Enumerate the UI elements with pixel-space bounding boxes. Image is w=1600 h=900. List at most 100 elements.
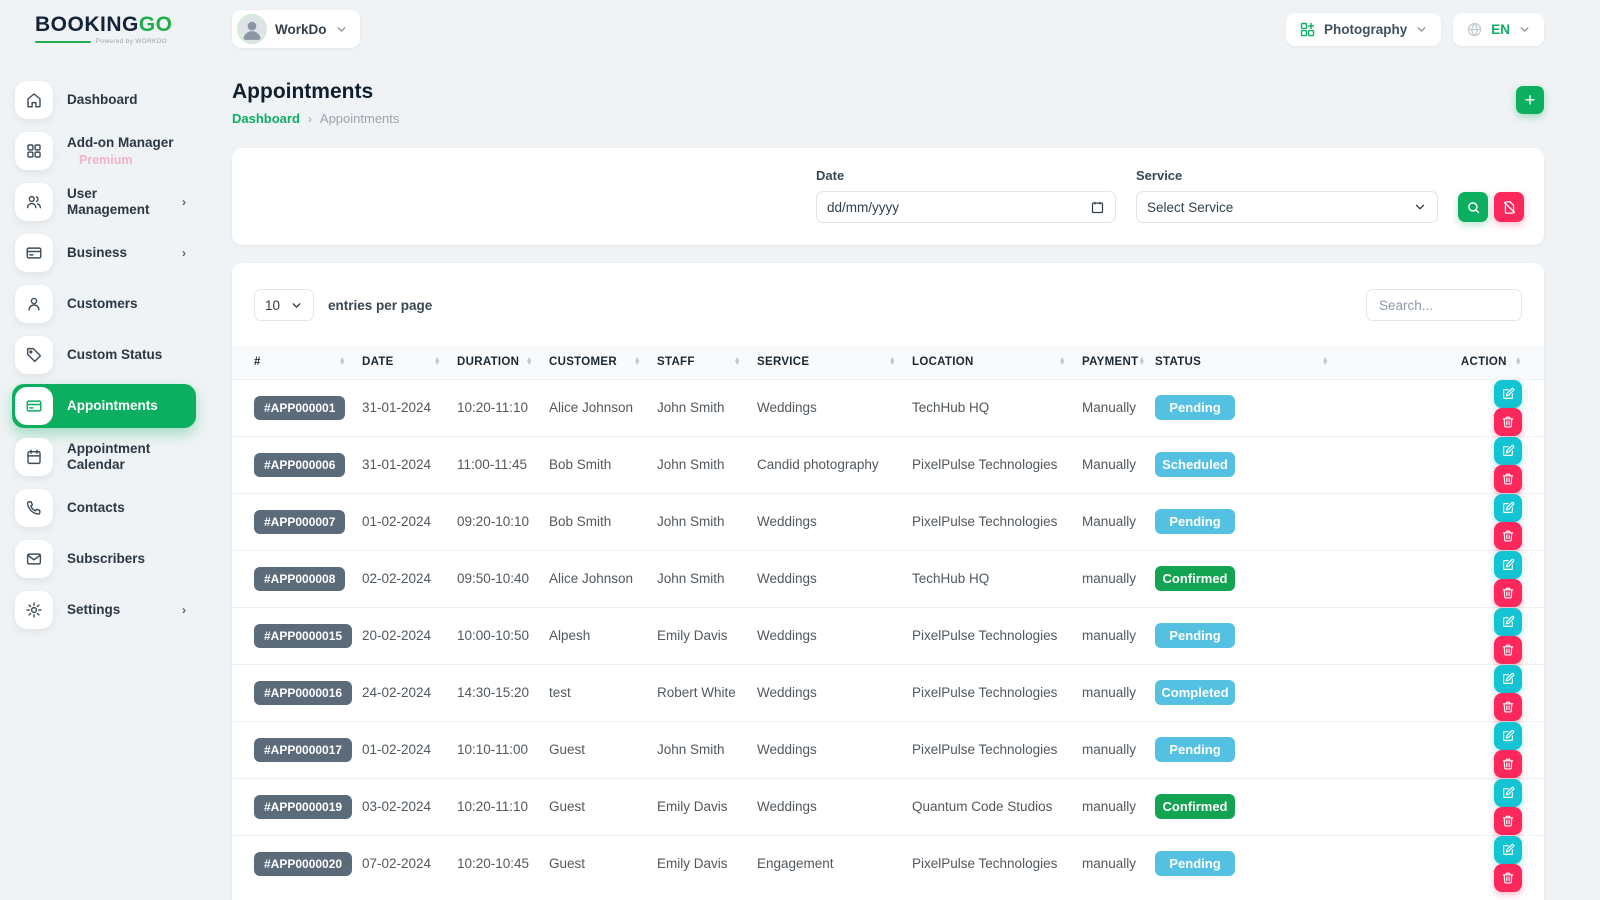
delete-button[interactable] [1494, 692, 1522, 721]
entries-per-page-label: entries per page [328, 297, 433, 313]
cell-customer: Alice Johnson [549, 378, 657, 436]
table-row: #APP0000015 20-02-2024 10:00-10:50 Alpes… [232, 606, 1544, 664]
apply-filter-button[interactable] [1458, 192, 1488, 222]
cell-duration: 14:30-15:20 [457, 663, 549, 721]
column-header-staff[interactable]: STAFF ▲ ▼ [657, 345, 757, 379]
column-header-location[interactable]: LOCATION ▲ ▼ [912, 345, 1082, 379]
service-filter-select[interactable]: Select Service [1136, 191, 1438, 223]
appointment-id-badge: #APP000007 [254, 509, 346, 534]
edit-button[interactable] [1494, 835, 1522, 864]
edit-button[interactable] [1494, 493, 1522, 522]
sidebar-item-dashboard[interactable]: Dashboard [12, 78, 196, 122]
cell-payment: Manually [1082, 378, 1155, 436]
cell-staff: Emily Davis [657, 606, 757, 664]
cell-payment: Manually [1082, 492, 1155, 550]
delete-button[interactable] [1494, 578, 1522, 607]
main-content: Appointments Dashboard › Appointments + … [232, 58, 1600, 900]
status-badge: Pending [1155, 509, 1235, 534]
trash-icon [1501, 415, 1515, 429]
date-filter-label: Date [816, 168, 845, 183]
cell-staff: John Smith [657, 435, 757, 493]
column-header-id[interactable]: # ▲ ▼ [232, 345, 362, 379]
edit-button[interactable] [1494, 607, 1522, 636]
column-header-status[interactable]: STATUS ▲ ▼ [1155, 345, 1455, 379]
sidebar-item-appointment-calendar[interactable]: Appointment Calendar [12, 435, 196, 479]
cell-duration: 10:20-10:45 [457, 834, 549, 892]
delete-button[interactable] [1494, 407, 1522, 436]
sort-icon[interactable]: ▲ ▼ [338, 355, 346, 367]
sort-icon[interactable]: ▲ ▼ [733, 355, 741, 367]
sort-icon[interactable]: ▲ ▼ [633, 355, 641, 367]
cell-customer: Bob Smith [549, 492, 657, 550]
edit-button[interactable] [1494, 379, 1522, 408]
table-row: #APP000008 02-02-2024 09:50-10:40 Alice … [232, 549, 1544, 607]
edit-icon [1501, 444, 1515, 458]
sidebar-item-appointments[interactable]: Appointments [12, 384, 196, 428]
column-header-service[interactable]: SERVICE ▲ ▼ [757, 345, 912, 379]
add-appointment-button[interactable]: + [1516, 86, 1544, 114]
cell-duration: 09:50-10:40 [457, 549, 549, 607]
sort-icon[interactable]: ▲ ▼ [888, 355, 896, 367]
column-header-payment[interactable]: PAYMENT ▲ ▼ [1082, 345, 1155, 379]
sidebar-item-contacts[interactable]: Contacts [12, 486, 196, 530]
entries-per-page-select[interactable]: 10 [254, 289, 314, 321]
cell-customer: Alpesh [549, 606, 657, 664]
sort-icon[interactable]: ▲ ▼ [1138, 355, 1146, 367]
table-search-input[interactable] [1366, 289, 1522, 321]
cell-location: TechHub HQ [912, 378, 1082, 436]
sidebar-item-user-management[interactable]: User Management › [12, 180, 196, 224]
column-header-duration[interactable]: DURATION ▲ ▼ [457, 345, 549, 379]
home-icon [15, 81, 53, 119]
table-row: #APP000001 31-01-2024 10:20-11:10 Alice … [232, 378, 1544, 436]
appointment-id-badge: #APP0000015 [254, 623, 353, 648]
language-switcher[interactable]: EN [1453, 12, 1544, 46]
sidebar-item-custom-status[interactable]: Custom Status [12, 333, 196, 377]
cell-date: 01-02-2024 [362, 492, 457, 550]
sidebar: Dashboard Add-on Manager Premium User Ma… [0, 58, 232, 639]
cell-service: Weddings [757, 663, 912, 721]
cell-location: PixelPulse Technologies [912, 435, 1082, 493]
sidebar-item-subscribers[interactable]: Subscribers [12, 537, 196, 581]
workspace-name: WorkDo [275, 21, 327, 37]
delete-button[interactable] [1494, 521, 1522, 550]
breadcrumb-dashboard-link[interactable]: Dashboard [232, 111, 300, 126]
status-badge: Pending [1155, 623, 1235, 648]
edit-button[interactable] [1494, 721, 1522, 750]
column-header-customer[interactable]: CUSTOMER ▲ ▼ [549, 345, 657, 379]
edit-button[interactable] [1494, 664, 1522, 693]
edit-button[interactable] [1494, 436, 1522, 465]
calendar-icon[interactable] [1090, 200, 1105, 215]
status-badge: Confirmed [1155, 566, 1235, 591]
delete-button[interactable] [1494, 806, 1522, 835]
sidebar-item-customers[interactable]: Customers [12, 282, 196, 326]
trash-icon [1501, 529, 1515, 543]
sort-icon[interactable]: ▲ ▼ [433, 355, 441, 367]
delete-button[interactable] [1494, 863, 1522, 892]
chevron-right-icon: › [182, 195, 186, 209]
appointments-table: # ▲ ▼ DATE ▲ ▼ DURATION ▲ ▼ CUSTOMER ▲ ▼ STAFF ▲ ▼… [232, 345, 1544, 892]
sort-icon[interactable]: ▲ ▼ [1058, 355, 1066, 367]
status-badge: Pending [1155, 851, 1235, 876]
table-body: #APP000001 31-01-2024 10:20-11:10 Alice … [232, 378, 1544, 892]
delete-button[interactable] [1494, 635, 1522, 664]
sort-icon[interactable]: ▲ ▼ [1514, 355, 1522, 367]
sidebar-item-settings[interactable]: Settings › [12, 588, 196, 632]
sidebar-item-add-on-manager[interactable]: Add-on Manager Premium [12, 129, 196, 173]
brand-name: BOOKINGGO [35, 13, 232, 36]
edit-button[interactable] [1494, 778, 1522, 807]
sort-icon[interactable]: ▲ ▼ [525, 355, 533, 367]
column-header-action[interactable]: ACTION ▲ ▼ [1455, 345, 1544, 379]
column-header-date[interactable]: DATE ▲ ▼ [362, 345, 457, 379]
cell-date: 01-02-2024 [362, 720, 457, 778]
sidebar-item-business[interactable]: Business › [12, 231, 196, 275]
workspace-switcher[interactable]: WorkDo [232, 10, 360, 48]
edit-button[interactable] [1494, 550, 1522, 579]
delete-button[interactable] [1494, 464, 1522, 493]
cell-staff: Emily Davis [657, 777, 757, 835]
table-row: #APP000007 01-02-2024 09:20-10:10 Bob Sm… [232, 492, 1544, 550]
date-filter-input[interactable]: dd/mm/yyyy [816, 191, 1116, 223]
delete-button[interactable] [1494, 749, 1522, 778]
sort-icon[interactable]: ▲ ▼ [1321, 355, 1329, 367]
module-switcher[interactable]: Photography [1285, 12, 1442, 46]
clear-filter-button[interactable] [1494, 192, 1524, 222]
